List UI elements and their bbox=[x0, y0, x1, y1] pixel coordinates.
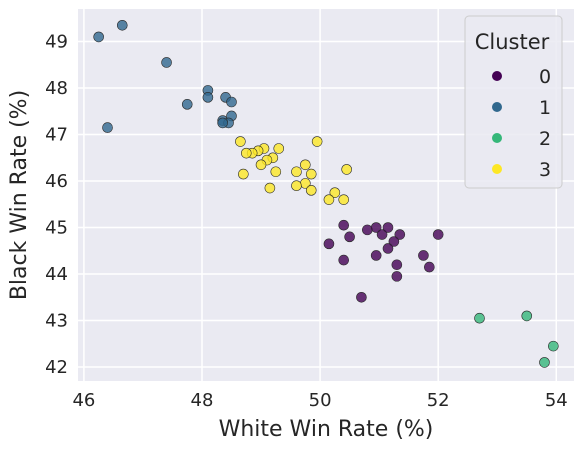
x-tick-label: 54 bbox=[545, 390, 568, 411]
data-point-cluster-2 bbox=[521, 310, 533, 322]
y-tick-label: 47 bbox=[45, 125, 68, 146]
data-point-cluster-0 bbox=[370, 250, 382, 261]
data-point-cluster-3 bbox=[341, 164, 352, 175]
data-point-cluster-3 bbox=[240, 147, 252, 159]
data-point-cluster-3 bbox=[273, 143, 285, 154]
data-point-cluster-0 bbox=[338, 254, 350, 266]
y-tick-label: 42 bbox=[45, 357, 68, 378]
legend-box bbox=[464, 15, 563, 189]
data-point-cluster-0 bbox=[356, 291, 367, 303]
data-point-cluster-0 bbox=[344, 231, 355, 243]
legend-marker-3 bbox=[492, 164, 502, 174]
data-point-cluster-3 bbox=[291, 180, 302, 191]
data-point-cluster-1 bbox=[102, 122, 113, 133]
x-tick-label: 52 bbox=[427, 390, 450, 411]
data-point-cluster-1 bbox=[116, 19, 128, 31]
data-point-cluster-0 bbox=[323, 238, 335, 250]
x-axis-ticks: 46 48 50 52 54 bbox=[72, 390, 567, 411]
data-point-cluster-1 bbox=[202, 92, 214, 103]
data-point-cluster-3 bbox=[311, 136, 323, 147]
x-tick-label: 50 bbox=[309, 390, 332, 411]
data-point-cluster-0 bbox=[388, 236, 400, 247]
data-point-cluster-0 bbox=[432, 229, 444, 240]
data-point-cluster-1 bbox=[161, 57, 172, 68]
data-point-cluster-2 bbox=[548, 340, 559, 352]
data-point-cluster-3 bbox=[305, 185, 317, 196]
data-point-cluster-0 bbox=[382, 222, 394, 233]
data-point-cluster-3 bbox=[338, 194, 350, 205]
legend-marker-1 bbox=[492, 102, 502, 112]
data-point-cluster-0 bbox=[362, 224, 373, 236]
data-point-cluster-2 bbox=[539, 357, 550, 368]
data-point-cluster-0 bbox=[394, 229, 406, 240]
data-point-cluster-0 bbox=[424, 261, 435, 273]
data-point-cluster-0 bbox=[376, 229, 388, 240]
data-points bbox=[93, 19, 559, 368]
data-point-cluster-1 bbox=[181, 99, 193, 110]
legend-marker-0 bbox=[492, 71, 502, 81]
data-point-cluster-3 bbox=[329, 187, 341, 198]
data-point-cluster-3 bbox=[255, 159, 267, 171]
data-point-cluster-3 bbox=[270, 166, 282, 178]
y-tick-label: 49 bbox=[45, 32, 68, 53]
data-point-cluster-0 bbox=[338, 219, 350, 231]
data-point-cluster-2 bbox=[474, 312, 485, 324]
data-point-cluster-3 bbox=[238, 168, 249, 180]
legend-label-3: 3 bbox=[539, 159, 551, 181]
legend-marker-2 bbox=[492, 133, 502, 143]
y-tick-label: 45 bbox=[45, 218, 68, 239]
data-point-cluster-1 bbox=[226, 96, 237, 108]
y-tick-label: 43 bbox=[45, 311, 68, 332]
data-point-cluster-3 bbox=[323, 194, 335, 205]
y-tick-label: 44 bbox=[45, 264, 68, 285]
y-tick-label: 48 bbox=[45, 78, 68, 99]
legend: Cluster 0 1 2 3 bbox=[464, 15, 563, 189]
legend-title: Cluster bbox=[475, 30, 550, 54]
data-point-cluster-1 bbox=[93, 31, 104, 43]
data-point-cluster-3 bbox=[264, 182, 276, 194]
y-tick-label: 46 bbox=[45, 171, 68, 192]
x-tick-label: 46 bbox=[72, 390, 95, 411]
legend-label-2: 2 bbox=[539, 128, 551, 150]
data-point-cluster-0 bbox=[391, 271, 403, 282]
data-point-cluster-3 bbox=[300, 159, 311, 171]
legend-label-1: 1 bbox=[539, 97, 551, 119]
data-point-cluster-0 bbox=[370, 222, 382, 233]
y-axis-label: Black Win Rate (%) bbox=[7, 90, 32, 300]
data-point-cluster-0 bbox=[391, 259, 403, 271]
data-point-cluster-1 bbox=[217, 117, 228, 129]
data-point-cluster-3 bbox=[235, 136, 246, 147]
data-point-cluster-3 bbox=[291, 166, 302, 178]
x-tick-label: 48 bbox=[191, 390, 214, 411]
data-point-cluster-3 bbox=[305, 168, 317, 180]
legend-entries: 0 1 2 3 bbox=[492, 66, 551, 181]
data-point-cluster-0 bbox=[418, 250, 429, 261]
y-axis-ticks: 42 43 44 45 46 47 48 49 bbox=[45, 32, 68, 378]
legend-label-0: 0 bbox=[539, 66, 551, 88]
data-point-cluster-0 bbox=[382, 243, 394, 254]
x-axis-label: White Win Rate (%) bbox=[219, 417, 434, 442]
